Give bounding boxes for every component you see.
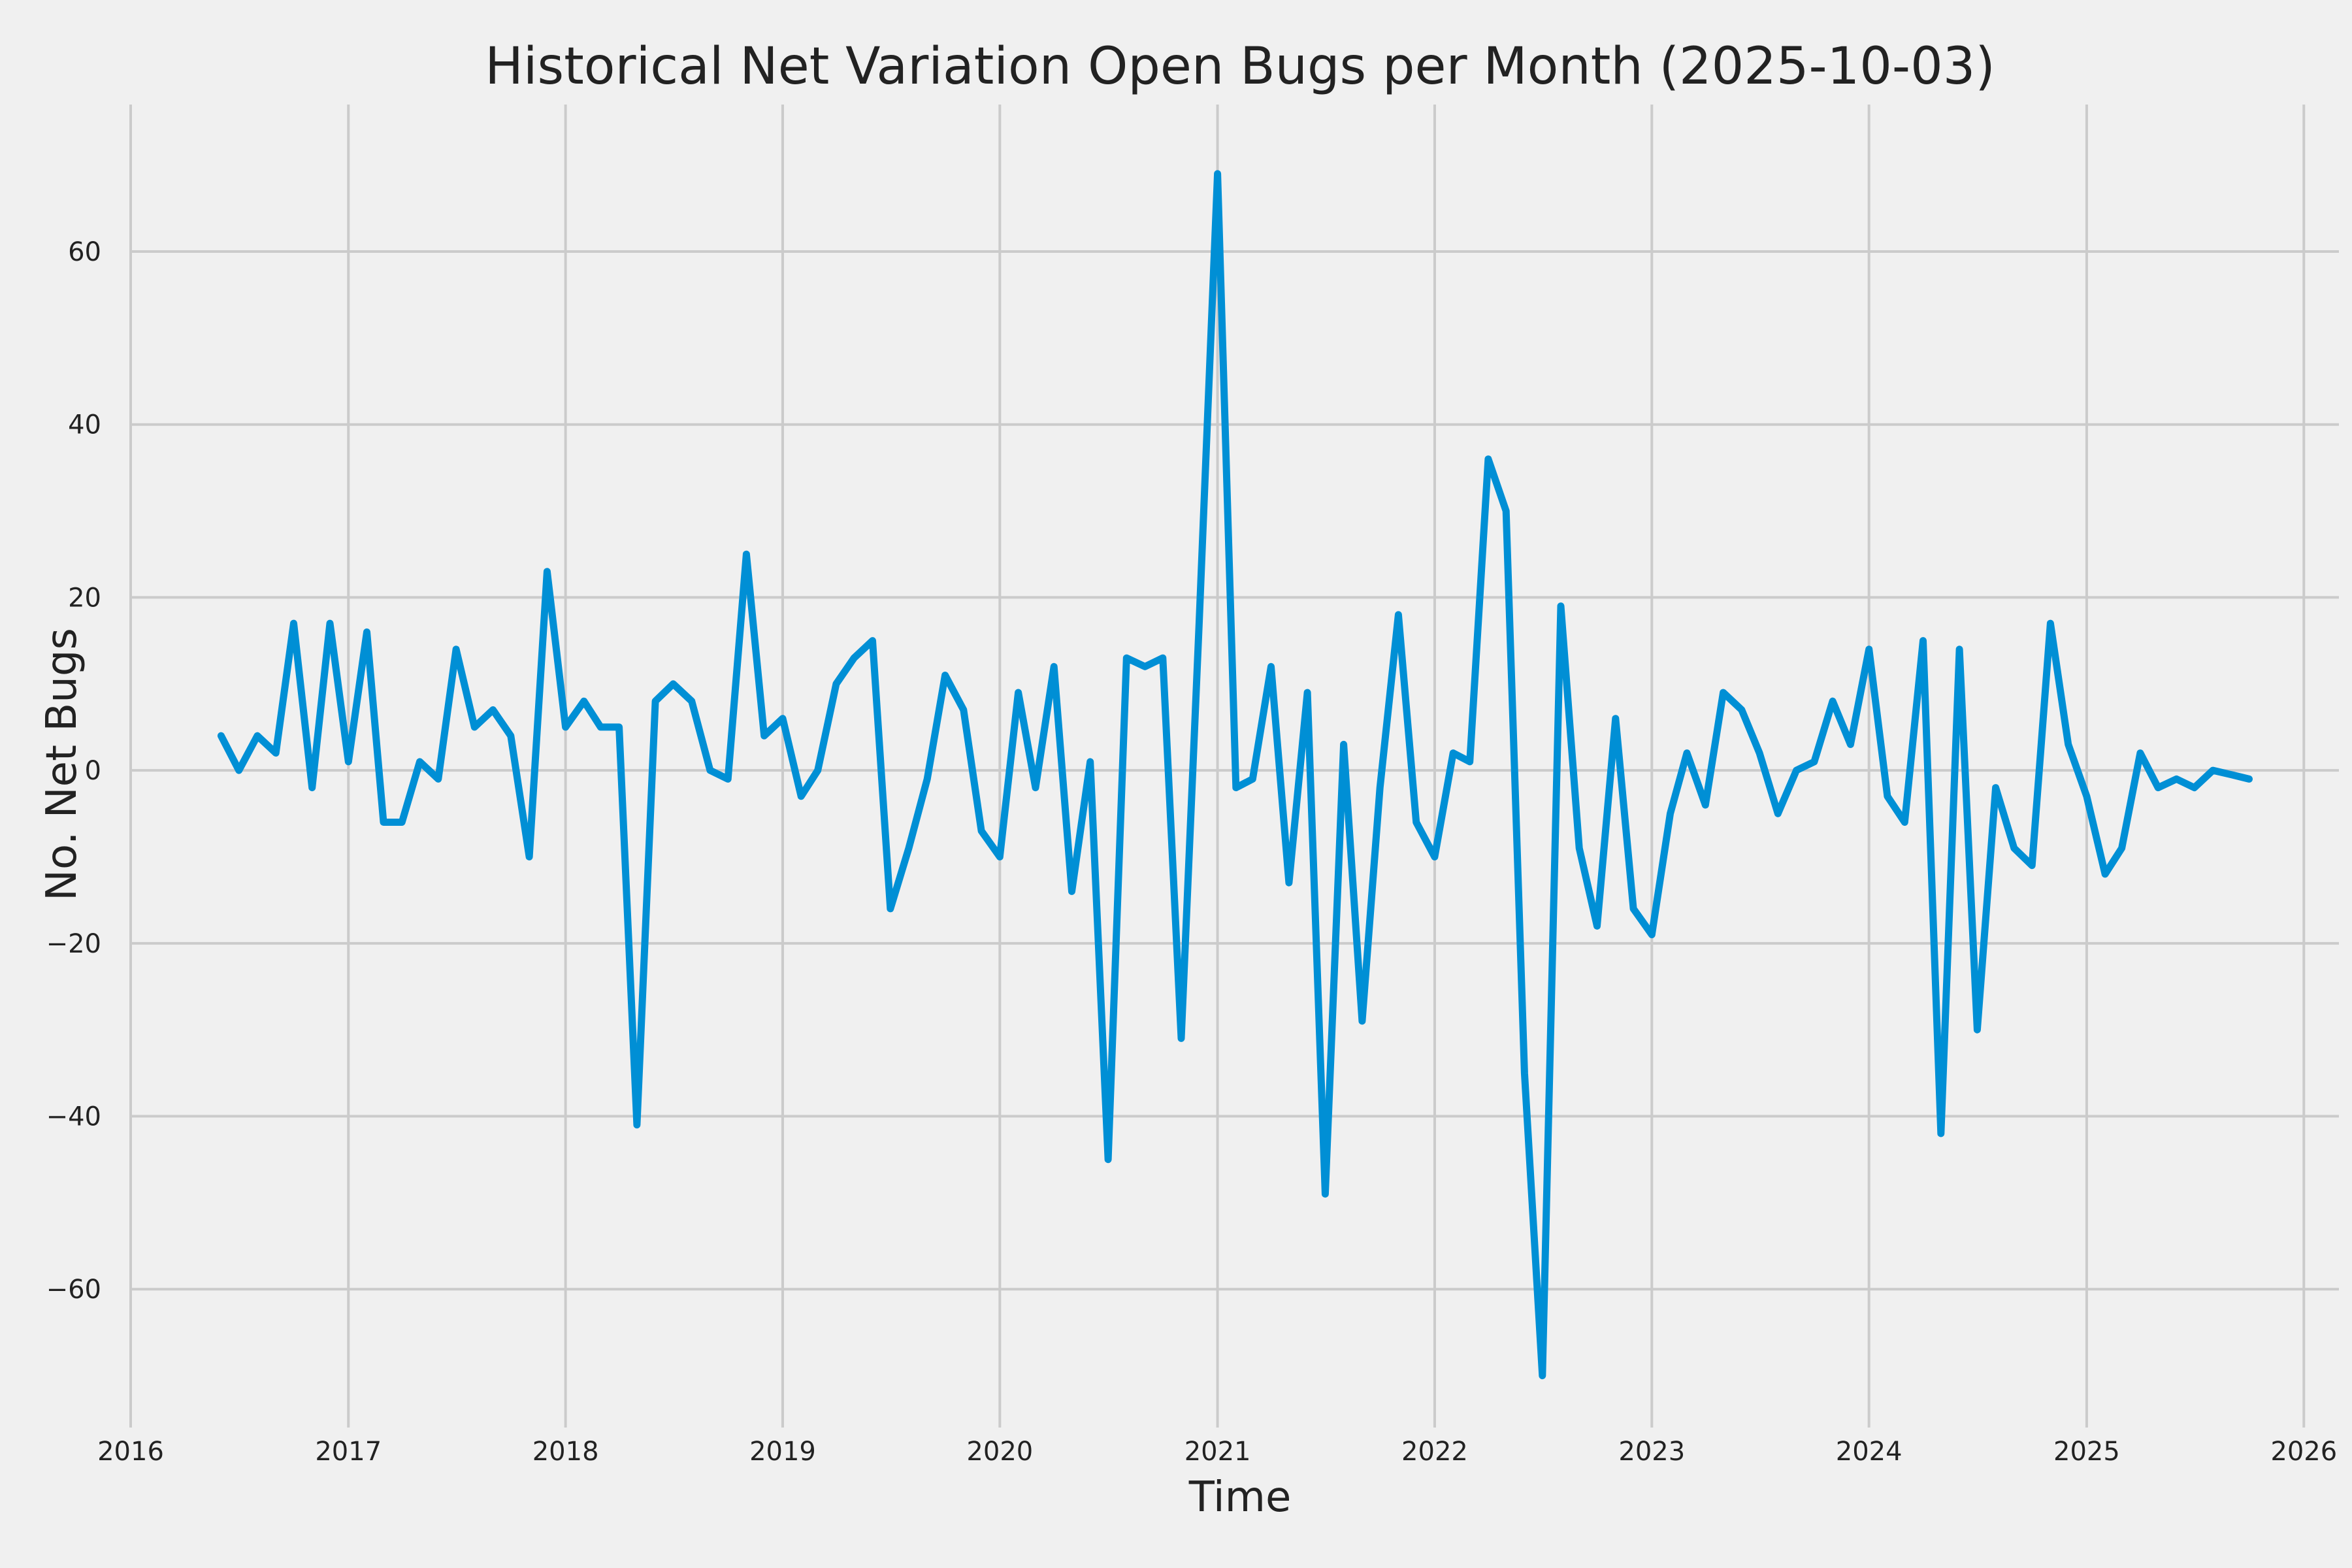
y-tick-label: −20 (46, 929, 101, 959)
y-tick-label: 0 (85, 756, 101, 786)
y-gridlines (131, 250, 2339, 1291)
x-tick-label: 2021 (1184, 1437, 1251, 1467)
series-group (217, 170, 2253, 1380)
y-axis-label: No. Net Bugs (38, 628, 86, 901)
x-tick-labels: 2016 2017 2018 2019 2020 2021 2022 2023 2024 2025… (97, 1437, 2337, 1467)
y-tick-label: 20 (68, 583, 101, 613)
x-tick-label: 2022 (1401, 1437, 1468, 1467)
y-tick-label: −40 (46, 1102, 101, 1132)
x-tick-label: 2018 (532, 1437, 599, 1467)
y-tick-label: −60 (46, 1275, 101, 1305)
y-tick-labels: −60 −40 −20 0 20 40 60 (46, 237, 101, 1305)
x-tick-label: 2019 (749, 1437, 816, 1467)
x-gridlines (129, 105, 2306, 1428)
y-tick-label: 40 (68, 410, 101, 440)
x-tick-label: 2024 (1836, 1437, 1903, 1467)
x-tick-label: 2020 (966, 1437, 1033, 1467)
chart-title: Historical Net Variation Open Bugs per M… (485, 37, 1995, 96)
series-line-0 (217, 170, 2253, 1380)
x-tick-label: 2026 (2270, 1437, 2337, 1467)
x-tick-label: 2025 (2053, 1437, 2120, 1467)
y-tick-label: 60 (68, 237, 101, 267)
x-tick-label: 2017 (315, 1437, 382, 1467)
x-axis-label: Time (1188, 1473, 1292, 1522)
x-tick-label: 2016 (97, 1437, 164, 1467)
x-tick-label: 2023 (1618, 1437, 1685, 1467)
